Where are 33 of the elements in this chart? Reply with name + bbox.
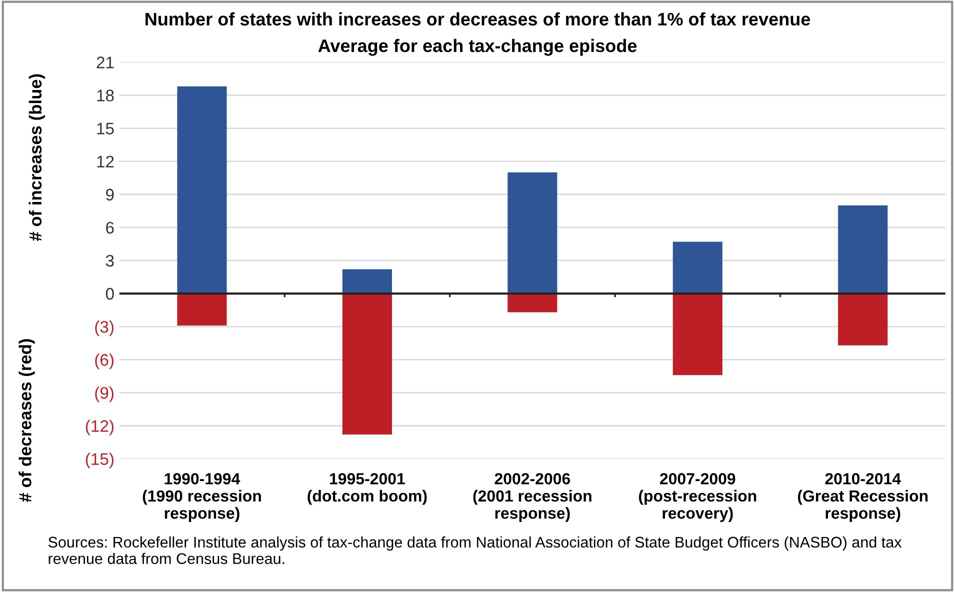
bar	[672, 294, 722, 376]
y-tick-label: 18	[97, 90, 114, 102]
bar	[177, 294, 227, 326]
bar	[508, 294, 558, 312]
source-note: Sources: Rockefeller Institute analysis of tax-change data from National Association of State Budget Officers (NASBO) and tax revenue data from Census Bureau.	[48, 536, 902, 564]
y-tick-label: 6	[106, 222, 114, 234]
y-tick-label: 21	[96, 56, 114, 68]
y-tick-label: (3)	[95, 320, 114, 336]
y-tick-label: 12	[97, 156, 114, 168]
y-tick-label: (6)	[95, 354, 114, 370]
text: # of decreases (red)	[18, 339, 35, 502]
chart-subtitle: Average for each tax-change episode	[318, 38, 637, 56]
bar	[838, 205, 888, 294]
y-tick-label: (15)	[86, 452, 114, 468]
y-tick-label: 3	[106, 254, 114, 267]
bar	[177, 86, 227, 294]
y-tick-label: 9	[106, 188, 114, 201]
chart-title: Number of states with increases or decreases of more than 1% of tax revenue	[146, 12, 810, 26]
bar	[508, 172, 558, 294]
y-axis-title: # of increases (blue)	[28, 74, 46, 241]
y-tick-label: (12)	[86, 420, 114, 436]
y-tick-label: (9)	[95, 386, 114, 402]
bar	[672, 242, 722, 294]
x-tick-label: 1995-2001 (dot.com boom)	[308, 473, 427, 505]
x-tick-label: 1990-1994 (1990 recession response)	[142, 473, 261, 522]
bar	[342, 294, 392, 435]
y-tick-label: 0	[106, 288, 114, 300]
y-tick-label: 15	[97, 122, 114, 134]
x-tick-label: 2007-2009 (post-recession recovery)	[638, 473, 756, 522]
bar	[342, 269, 392, 294]
bar	[838, 294, 888, 346]
x-tick-label: 2002-2006 (2001 recession response)	[473, 473, 592, 522]
x-tick-label: 2010-2014 (Great Recession response)	[798, 473, 928, 522]
